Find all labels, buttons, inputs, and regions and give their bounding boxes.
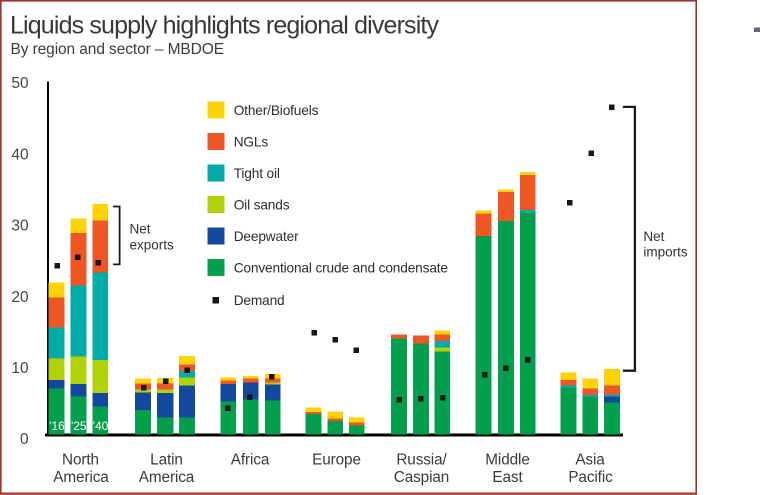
svg-text:’16: ’16 xyxy=(49,419,65,433)
svg-text:10: 10 xyxy=(11,360,29,377)
svg-text:20: 20 xyxy=(11,289,29,306)
svg-text:Deepwater: Deepwater xyxy=(234,229,299,244)
svg-text:40: 40 xyxy=(11,146,29,163)
svg-text:America: America xyxy=(139,469,195,486)
svg-text:Net: Net xyxy=(130,222,151,237)
svg-text:Africa: Africa xyxy=(231,451,270,468)
svg-text:Europe: Europe xyxy=(312,451,361,468)
svg-text:imports: imports xyxy=(643,245,688,260)
svg-text:America: America xyxy=(53,469,109,486)
svg-text:exports: exports xyxy=(130,237,175,252)
svg-text:East: East xyxy=(492,469,523,486)
svg-text:Liquids supply highlights regi: Liquids supply highlights regional diver… xyxy=(10,12,439,40)
svg-text:Demand: Demand xyxy=(234,293,285,308)
svg-text:50: 50 xyxy=(11,75,29,92)
svg-text:Other/Biofuels: Other/Biofuels xyxy=(234,103,319,118)
svg-text:0: 0 xyxy=(20,431,29,448)
svg-text:NGLs: NGLs xyxy=(234,135,269,150)
svg-text:Pacific: Pacific xyxy=(568,469,613,486)
svg-text:Conventional crude and condens: Conventional crude and condensate xyxy=(234,261,448,276)
svg-text:Middle: Middle xyxy=(485,451,529,468)
svg-text:Latin: Latin xyxy=(150,451,183,468)
svg-text:Asia: Asia xyxy=(575,451,605,468)
svg-text:Tight oil: Tight oil xyxy=(234,166,280,181)
svg-text:North: North xyxy=(62,451,99,468)
svg-text:Russia/: Russia/ xyxy=(396,451,447,468)
svg-text:By region and sector – MBDOE: By region and sector – MBDOE xyxy=(11,41,224,58)
svg-text:’40: ’40 xyxy=(93,419,109,433)
svg-text:Net: Net xyxy=(643,229,664,244)
svg-text:30: 30 xyxy=(11,218,29,235)
svg-text:’25: ’25 xyxy=(71,419,87,433)
svg-text:Oil sands: Oil sands xyxy=(234,198,290,213)
svg-text:Caspian: Caspian xyxy=(394,469,449,486)
